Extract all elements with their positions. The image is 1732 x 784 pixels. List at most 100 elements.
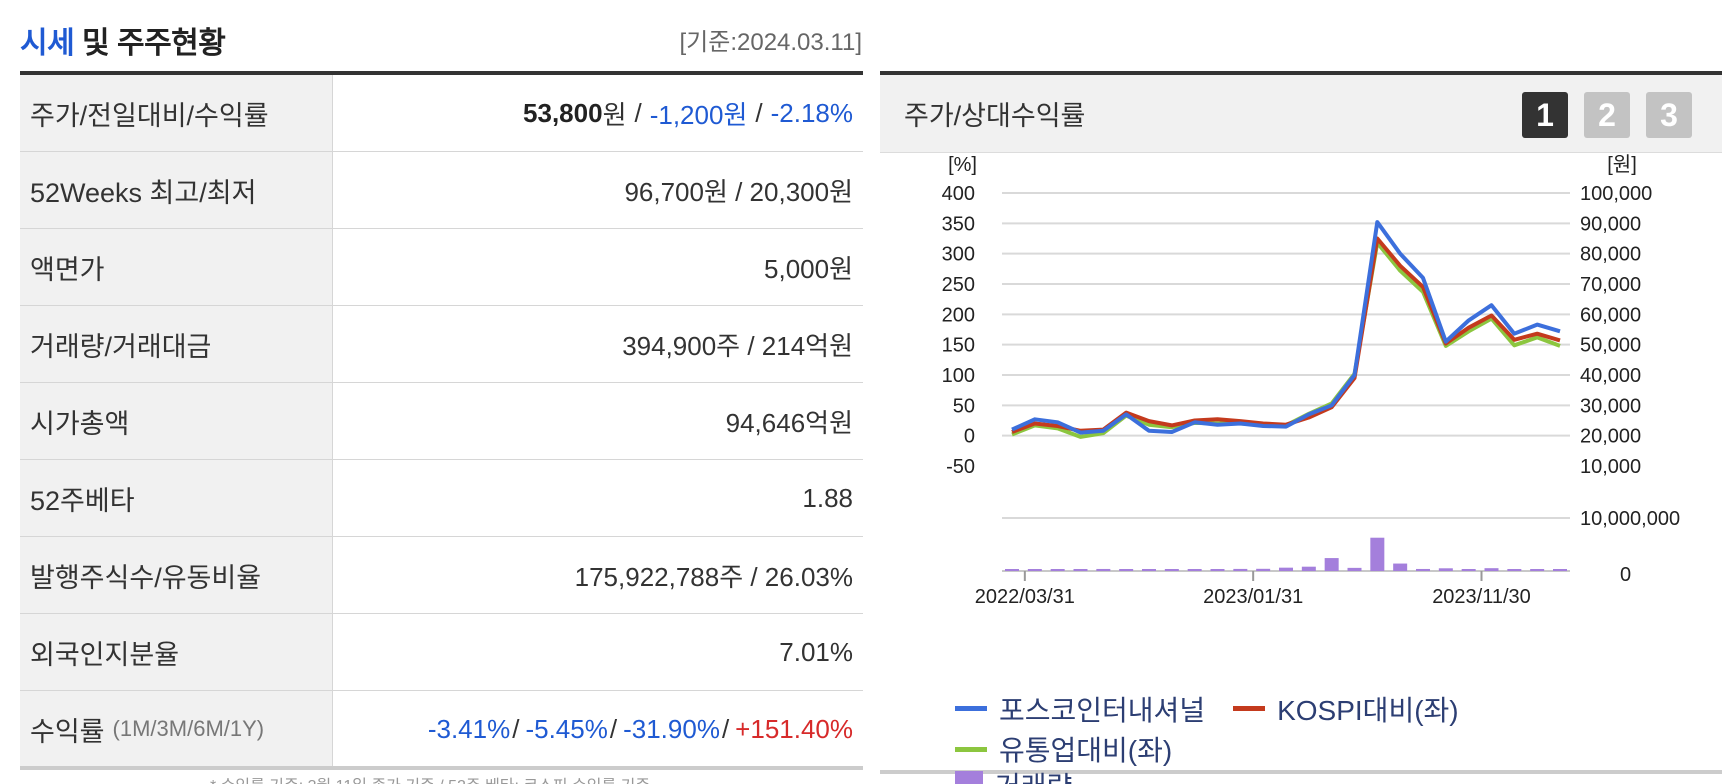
price-return-chart: [%] [원] 400 100,000 350 90,000 300 80,000 250 70,… [942,153,1680,608]
table-bottom-border [20,766,863,770]
row-value: 394,900주 / 214억원 [622,330,853,361]
volume-bar [1416,568,1430,571]
volume-bar [1279,567,1293,571]
volume-bar [1507,569,1522,571]
series-line-kospi [1011,236,1561,434]
chart-legend: 포스코인터내셔널 KOSPI대비(좌) 유통업대비(좌)거래량 [955,686,1695,784]
table-row: 수익률 (1M/3M/6M/1Y) -3.41% / -5.45% / -31.90% / +… [20,691,863,768]
row-label: 액면가 [20,229,333,305]
x-tick-label: 2023/11/30 [1432,586,1531,608]
row-label: 주가/전일대비/수익률 [20,75,333,151]
volume-bar [1438,568,1453,571]
volume-tick-label: 10,000,000 [1580,508,1680,530]
volume-bar [1347,567,1362,571]
legend-item-industry: 유통업대비(좌) [955,731,1172,767]
volume-bar [1073,569,1088,571]
legend-label-industry: 유통업대비(좌) [999,735,1173,766]
volume-bar [1027,569,1042,571]
base-date: [기준:2024.03.11] [679,29,863,56]
section-title-accent: 시세 [20,27,75,60]
table-row: 거래량/거래대금 394,900주 / 214억원 [20,306,863,383]
row-value: 5,000원 [764,253,853,284]
y-right-tick-label: 30,000 [1580,395,1641,417]
chart-title: 주가/상대수익률 [904,101,1086,131]
legend-label-volume: 거래량 [995,765,1072,784]
legend-swatch-industry [955,746,987,752]
y-right-tick-label: 70,000 [1580,274,1641,296]
volume-bar [1187,569,1202,571]
x-tick-label: 2023/01/31 [1203,586,1303,608]
table-row: 시가총액 94,646억원 [20,383,863,460]
volume-bar [1233,568,1248,571]
price-change-rate: -2.18% [770,97,853,128]
legend-item-volume: 거래량 [955,767,1072,784]
volume-bar [1050,569,1065,571]
legend-swatch-kospi [1233,706,1266,711]
row-value: -3.41% / -5.45% / -31.90% / +151.40% [427,713,853,744]
series-line-stock [1011,220,1561,435]
row-value: 1.88 [802,482,853,513]
y-left-tick-label: 250 [942,274,975,296]
row-value: 94,646억원 [725,407,853,438]
price-change: -1,200원 [649,99,748,130]
volume-bar [1256,568,1271,571]
table-row: 52주베타 1.88 [20,460,863,537]
row-value: 175,922,788주 / 26.03% [574,561,853,592]
current-price: 53,800 [523,97,603,128]
y-right-tick-label: 20,000 [1580,426,1641,448]
chart-header: 주가/상대수익률 1 2 3 [880,75,1722,153]
table-row: 주가/전일대비/수익률 53,800 원 / -1,200원 / -2.18% [20,75,863,152]
y-right-tick-label: 60,000 [1580,304,1641,326]
y-right-tick-label: 100,000 [1580,183,1652,205]
legend-label-stock: 포스코인터내셔널 [999,694,1206,726]
row-value: 53,800 원 / -1,200원 / -2.18% [333,75,863,151]
y-right-unit: [원] [1607,153,1637,176]
legend-item-stock: 포스코인터내셔널 [955,691,1205,727]
table-footnote: * 수익률 기준: 3월 11일 종가 기준 / 52주 베타: 코스피 수익률… [210,772,650,784]
y-left-tick-label: 0 [964,426,975,448]
volume-bar [1005,569,1019,571]
returns-sublabel: (1M/3M/6M/1Y) [112,716,265,741]
volume-bar [1119,569,1134,571]
table-row: 발행주식수/유동비율 175,922,788주 / 26.03% [20,537,863,614]
y-left-tick-label: 400 [942,183,975,205]
price-unit: 원 [602,99,627,130]
chart-page-1-button[interactable]: 1 [1522,92,1568,138]
y-right-tick-label: 50,000 [1580,335,1641,357]
y-left-tick-label: 100 [942,365,975,387]
row-value: 96,700원 / 20,300원 [624,176,853,207]
chart-pagination: 1 2 3 [1522,92,1692,138]
x-tick-label: 2022/03/31 [975,586,1075,608]
table-row: 액면가 5,000원 [20,229,863,306]
volume-bar [1393,563,1408,571]
volume-bar [1301,566,1316,571]
row-label: 거래량/거래대금 [20,306,333,382]
volume-bar [1142,569,1156,571]
chart-page-2-button[interactable]: 2 [1584,92,1630,138]
y-left-tick-label: 200 [942,304,975,326]
row-label: 외국인지분율 [20,614,333,690]
volume-bar [1370,537,1385,571]
y-left-tick-label: 150 [942,335,975,357]
volume-bar [1553,569,1567,571]
row-label: 발행주식수/유동비율 [20,537,333,613]
table-row: 외국인지분율 7.01% [20,614,863,691]
chart-page-3-button[interactable]: 3 [1646,92,1692,138]
row-label: 수익률 (1M/3M/6M/1Y) [20,691,333,767]
volume-bar [1530,569,1545,571]
legend-swatch-volume [955,771,983,784]
section-title-rest: 및 주주현황 [74,27,226,60]
y-left-tick-label: 350 [942,213,975,235]
chart-panel: 주가/상대수익률 1 2 3 [%] [원] 400 100,000 350 90,000… [880,71,1722,772]
return-1m: -3.41% [427,713,511,744]
row-label: 시가총액 [20,383,333,459]
y-left-tick-label: 300 [942,244,975,266]
row-label: 52Weeks 최고/최저 [20,152,333,228]
volume-bar [1461,569,1476,571]
volume-bar [1484,568,1499,571]
y-left-unit: [%] [948,154,977,176]
returns-label: 수익률 [30,716,105,747]
volume-tick-label: 0 [1620,564,1631,586]
legend-item-kospi: KOSPI대비(좌) [1233,691,1459,727]
volume-bar [1164,569,1179,571]
